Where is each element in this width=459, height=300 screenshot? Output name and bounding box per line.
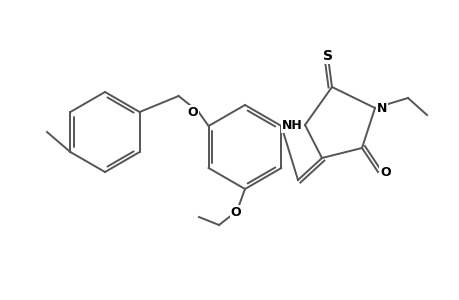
- Text: S: S: [322, 49, 332, 63]
- Text: O: O: [379, 166, 390, 178]
- Text: N: N: [376, 101, 386, 115]
- Text: O: O: [230, 206, 241, 218]
- Text: NH: NH: [282, 118, 302, 131]
- Text: O: O: [187, 106, 197, 118]
